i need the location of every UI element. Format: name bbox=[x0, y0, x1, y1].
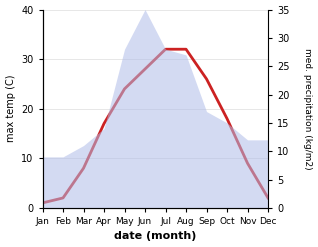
Y-axis label: med. precipitation (kg/m2): med. precipitation (kg/m2) bbox=[303, 48, 313, 169]
Y-axis label: max temp (C): max temp (C) bbox=[5, 75, 16, 143]
X-axis label: date (month): date (month) bbox=[114, 231, 197, 242]
